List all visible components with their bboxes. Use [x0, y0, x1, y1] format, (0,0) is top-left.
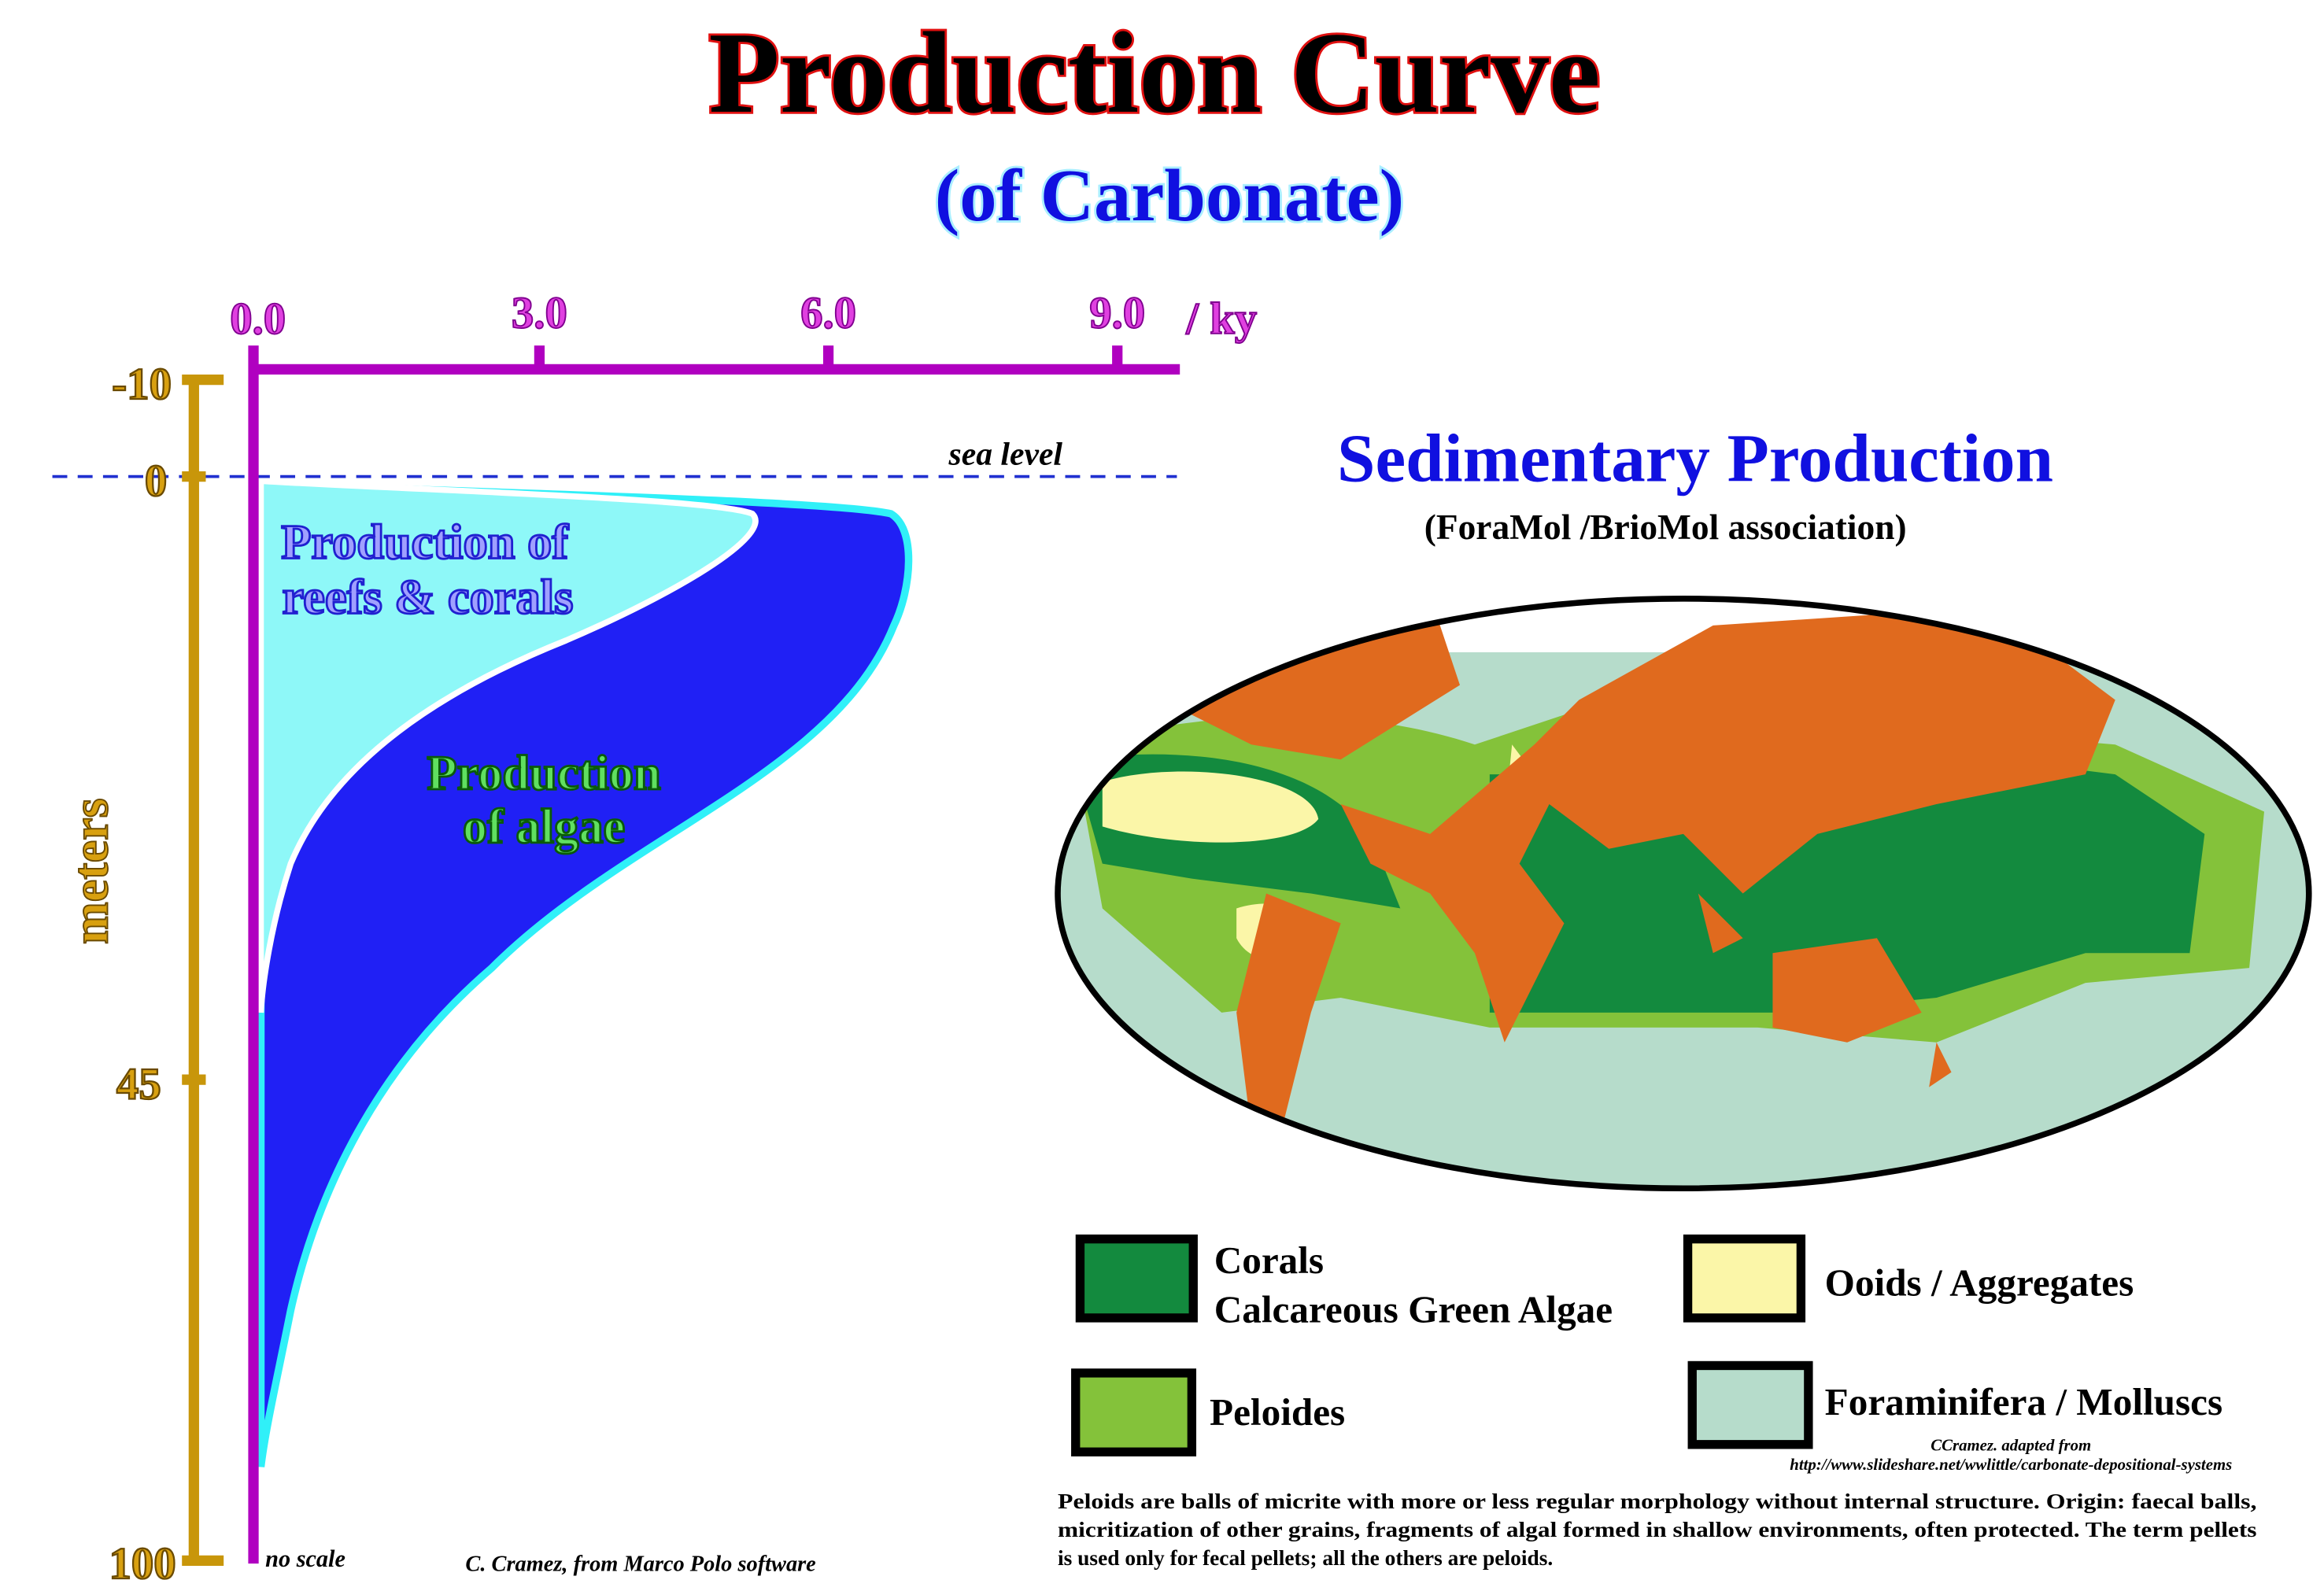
production-rate-axis [248, 345, 1180, 1564]
rate-unit-label: / ky [1185, 294, 1257, 344]
depth-axis-label: meters [63, 798, 119, 944]
reefs-label: reefs & corals [283, 570, 574, 625]
legend-swatch-ooids [1683, 1234, 1806, 1323]
legend-swatch-corals [1075, 1234, 1198, 1323]
world-map [1058, 598, 2309, 1189]
depth-tick-label: -10 [112, 360, 172, 409]
depth-tick-label: 100 [109, 1539, 176, 1580]
reefs-label: Production of [281, 515, 569, 570]
page-subtitle: (of Carbonate) [935, 155, 1404, 237]
sea-level-label: sea level [948, 436, 1063, 472]
rate-tick-label: 9.0 [1089, 288, 1145, 338]
map-subtitle: (ForaMol /BrioMol association) [1424, 508, 1907, 547]
algae-label: of algae [463, 799, 625, 854]
map-title: Sedimentary Production [1337, 419, 2053, 496]
source-credit: CCramez. adapted from [1931, 1435, 2091, 1454]
source-credit: http://www.slideshare.net/wwlittle/carbo… [1790, 1455, 2232, 1474]
depth-tick-label: 0 [145, 456, 167, 506]
legend-label: Calcareous Green Algae [1214, 1288, 1613, 1331]
description-text: Peloids are balls of micrite with more o… [1058, 1490, 2257, 1513]
description-text: is used only for fecal pellets; all the … [1058, 1546, 1553, 1570]
rate-tick-label: 0.0 [230, 294, 286, 344]
page-title: Production Curve [709, 8, 1601, 137]
description-text: micritization of other grains, fragments… [1058, 1518, 2257, 1541]
legend-label: Corals [1214, 1239, 1324, 1282]
rate-tick-label: 3.0 [512, 288, 567, 338]
legend-swatch-peloides [1071, 1368, 1197, 1456]
legend-label: Peloides [1210, 1390, 1345, 1434]
curve-credit: C. Cramez, from Marco Polo software [465, 1552, 815, 1577]
map-outline [1055, 596, 2312, 1192]
legend-label: Ooids / Aggregates [1825, 1261, 2134, 1305]
algae-label: Production [427, 745, 660, 800]
rate-tick-label: 6.0 [800, 288, 856, 338]
no-scale-note: no scale [265, 1545, 345, 1572]
algae-production-area [257, 480, 913, 1467]
legend-swatch-foraminifera [1687, 1360, 1813, 1449]
legend-label: Foraminifera / Molluscs [1825, 1380, 2222, 1423]
legend: Corals Calcareous Green Algae Ooids / Ag… [1071, 1234, 2222, 1456]
depth-tick-label: 45 [116, 1060, 161, 1109]
reefs-production-area [257, 478, 759, 1013]
depth-axis [182, 374, 224, 1567]
